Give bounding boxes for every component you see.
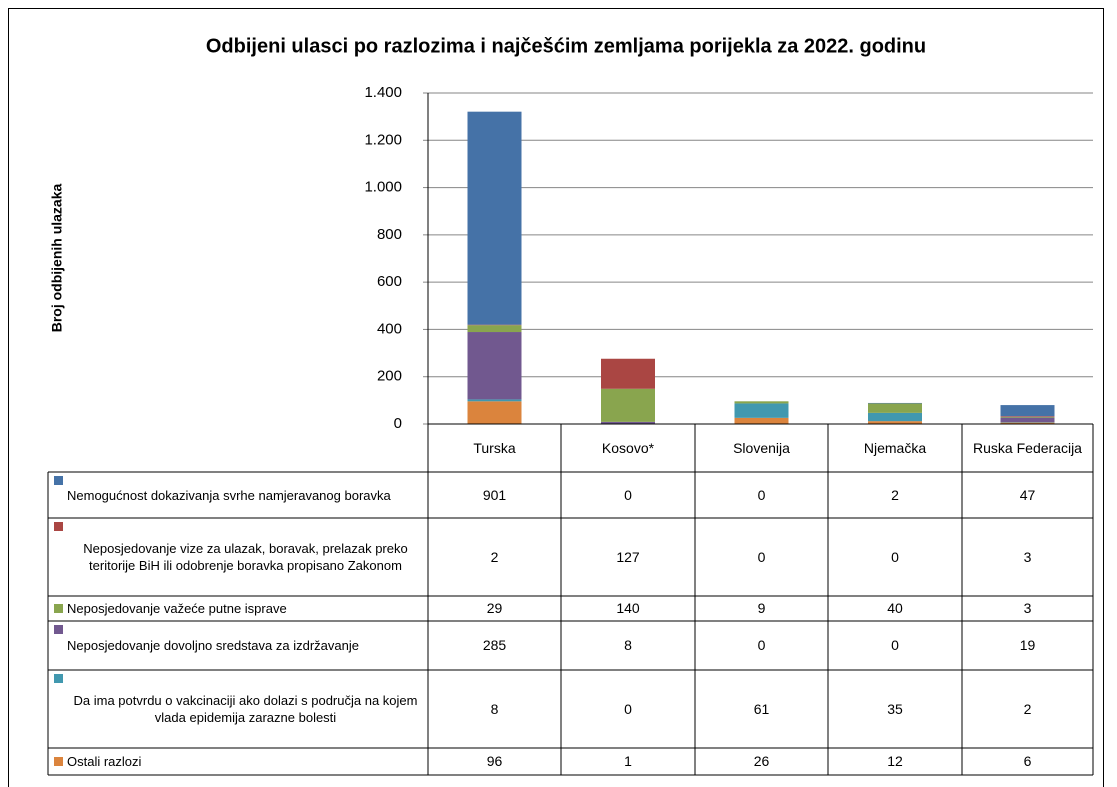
bar-segment (1000, 416, 1055, 418)
table-value: 35 (887, 700, 903, 717)
y-tick-label: 1.200 (364, 131, 402, 148)
y-tick-label: 600 (377, 273, 402, 290)
table-value: 26 (753, 753, 770, 769)
legend-entry: Da ima potvrdu o vakcinaciji ako dolazi … (48, 670, 428, 748)
bar-segment (467, 111, 522, 325)
y-axis-label: Broj odbijenih ulazaka (49, 184, 65, 333)
x-tick-label: Kosovo* (601, 439, 655, 456)
table-value: 61 (753, 700, 770, 717)
bar-segment (1000, 416, 1055, 417)
table-value: 2 (891, 486, 899, 503)
bar-segment (868, 421, 922, 424)
y-tick-label: 1.400 (364, 84, 402, 101)
legend-text: Nemogućnost dokazivanja svrhe namjeravan… (67, 487, 391, 503)
table-value: 2 (490, 548, 499, 565)
table-value: 127 (616, 548, 640, 565)
y-tick-label: 800 (377, 226, 402, 243)
legend-text: Da ima potvrdu o vakcinaciji ako dolazi … (73, 693, 418, 725)
bar-segment (467, 332, 522, 400)
x-tick-label: Njemačka (863, 439, 927, 456)
table-value: 0 (757, 637, 766, 653)
bar-segment (467, 325, 522, 333)
bar-segment (868, 412, 922, 422)
y-tick-label: 1.000 (364, 179, 402, 196)
bar-segment (601, 421, 655, 424)
legend-entry: Nemogućnost dokazivanja svrhe namjeravan… (48, 472, 428, 518)
table-value: 285 (482, 637, 507, 653)
table-value: 29 (486, 600, 503, 616)
legend-key (54, 604, 63, 613)
table-value: 0 (891, 637, 899, 653)
x-tick-label: Turska (473, 439, 516, 456)
legend-text: Neposjedovanje vize za ulazak, boravak, … (83, 541, 408, 573)
table-value: 140 (616, 600, 640, 616)
table-value: 0 (624, 486, 632, 503)
table-value: 0 (891, 548, 899, 565)
legend-text: Neposjedovanje dovoljno sredstava za izd… (67, 638, 359, 653)
legend-entry: Neposjedovanje dovoljno sredstava za izd… (48, 621, 428, 670)
table-value: 901 (482, 486, 507, 503)
bar-segment (1000, 422, 1055, 424)
legend-key (54, 476, 63, 485)
bar-segment (734, 403, 789, 418)
bar-segment (601, 358, 655, 389)
bar-segment (467, 401, 522, 424)
table-value: 3 (1023, 600, 1032, 616)
y-tick-label: 400 (377, 320, 402, 337)
bar-segment (601, 388, 655, 422)
x-tick-label: Ruska Federacija (973, 439, 1082, 456)
table-value: 0 (757, 548, 766, 565)
table-value: 0 (757, 486, 766, 503)
bar-segment (734, 417, 789, 424)
table-value: 8 (624, 637, 632, 653)
table-value: 3 (1023, 548, 1032, 565)
table-value: 2 (1023, 700, 1032, 717)
legend-entry: Ostali razlozi (48, 748, 428, 775)
y-tick-label: 0 (394, 415, 402, 432)
legend-key (54, 674, 63, 683)
y-tick-label: 200 (377, 368, 402, 385)
table-value: 0 (624, 700, 632, 717)
table-value: 8 (490, 700, 499, 717)
table-value: 9 (757, 600, 766, 616)
x-tick-label: Slovenija (733, 439, 790, 456)
bar-segment (1000, 417, 1055, 423)
bar-segment (868, 403, 922, 413)
legend-key (54, 625, 63, 634)
legend-text: Neposjedovanje važeće putne isprave (67, 601, 287, 616)
chart-title: Odbijeni ulasci po razlozima i najčešćim… (206, 35, 926, 57)
frame (8, 8, 1104, 787)
legend-text: Ostali razlozi (67, 754, 142, 769)
legend-key (54, 522, 63, 531)
table-value: 12 (887, 753, 903, 769)
table-value: 6 (1023, 753, 1032, 769)
table-value: 40 (887, 600, 903, 616)
legend-key (54, 757, 63, 766)
legend-entry: Neposjedovanje važeće putne isprave (48, 596, 428, 621)
bar-segment (1000, 405, 1055, 417)
table-value: 96 (486, 753, 503, 769)
bar-segment (467, 399, 522, 402)
table-value: 1 (624, 753, 632, 769)
legend-entry: Neposjedovanje vize za ulazak, boravak, … (48, 518, 428, 596)
bar-segment (734, 401, 789, 404)
table-value: 19 (1019, 637, 1036, 653)
table-value: 47 (1019, 486, 1036, 503)
